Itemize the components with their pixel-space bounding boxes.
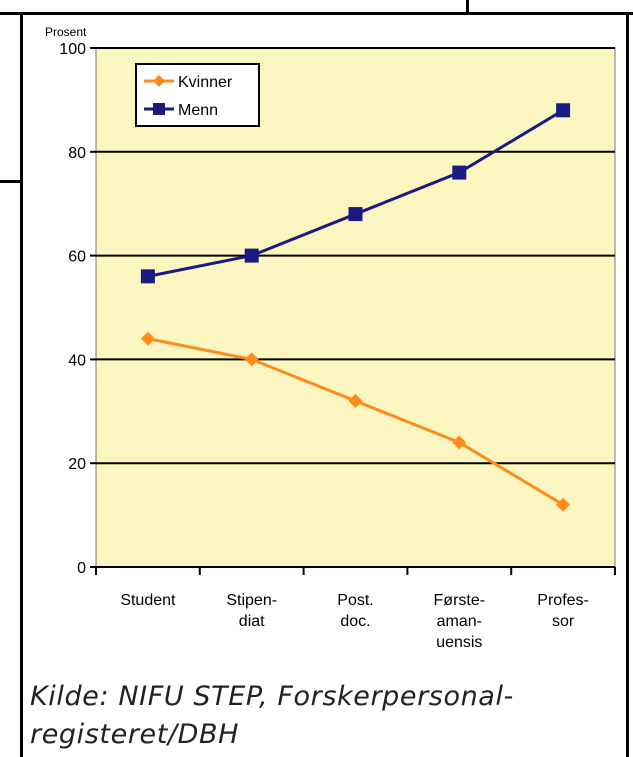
source-caption: Kilde: NIFU STEP, Forskerpersonal-regist… bbox=[30, 681, 514, 750]
legend-marker-menn bbox=[153, 103, 165, 115]
data-point-menn bbox=[556, 103, 571, 118]
data-point-kvinner bbox=[244, 352, 259, 367]
data-point-kvinner bbox=[452, 435, 467, 450]
data-point-kvinner bbox=[140, 331, 155, 346]
frame-left-line bbox=[20, 12, 23, 757]
legend-box bbox=[135, 63, 260, 127]
plot-area bbox=[95, 47, 616, 568]
legend-marker-kvinner bbox=[153, 75, 165, 87]
legend-label-kvinner: Kvinner bbox=[178, 74, 233, 91]
data-point-kvinner bbox=[556, 497, 571, 512]
frame-top-tick bbox=[466, 0, 469, 14]
y-axis-label: Prosent bbox=[45, 25, 87, 39]
frame-top-line bbox=[0, 12, 633, 15]
x-tick-label: Første-aman-uensis bbox=[434, 592, 486, 651]
data-point-menn bbox=[244, 248, 259, 263]
x-tick-label: Student bbox=[120, 592, 176, 609]
legend-label-menn: Menn bbox=[178, 102, 218, 119]
y-tick-label: 80 bbox=[68, 145, 86, 162]
y-tick-label: 60 bbox=[68, 249, 86, 266]
data-point-menn bbox=[140, 269, 155, 284]
x-tick-label: Stipen-diat bbox=[226, 592, 277, 630]
x-tick-label: Profes-sor bbox=[537, 592, 589, 630]
data-point-menn bbox=[348, 207, 363, 222]
x-tick-label: Post. doc. bbox=[337, 592, 373, 630]
data-point-kvinner bbox=[348, 393, 363, 408]
y-tick-label: 20 bbox=[68, 456, 86, 473]
y-tick-label: 40 bbox=[68, 352, 86, 369]
y-tick-label: 100 bbox=[59, 41, 86, 58]
y-tick-label: 0 bbox=[77, 560, 86, 577]
frame-right-line bbox=[626, 12, 629, 757]
data-point-menn bbox=[452, 165, 467, 180]
line-chart: 0 20 40 60 80 100 Prosent Student Stipen-diat Pos… bbox=[45, 25, 616, 651]
frame-left-stub bbox=[0, 180, 23, 183]
